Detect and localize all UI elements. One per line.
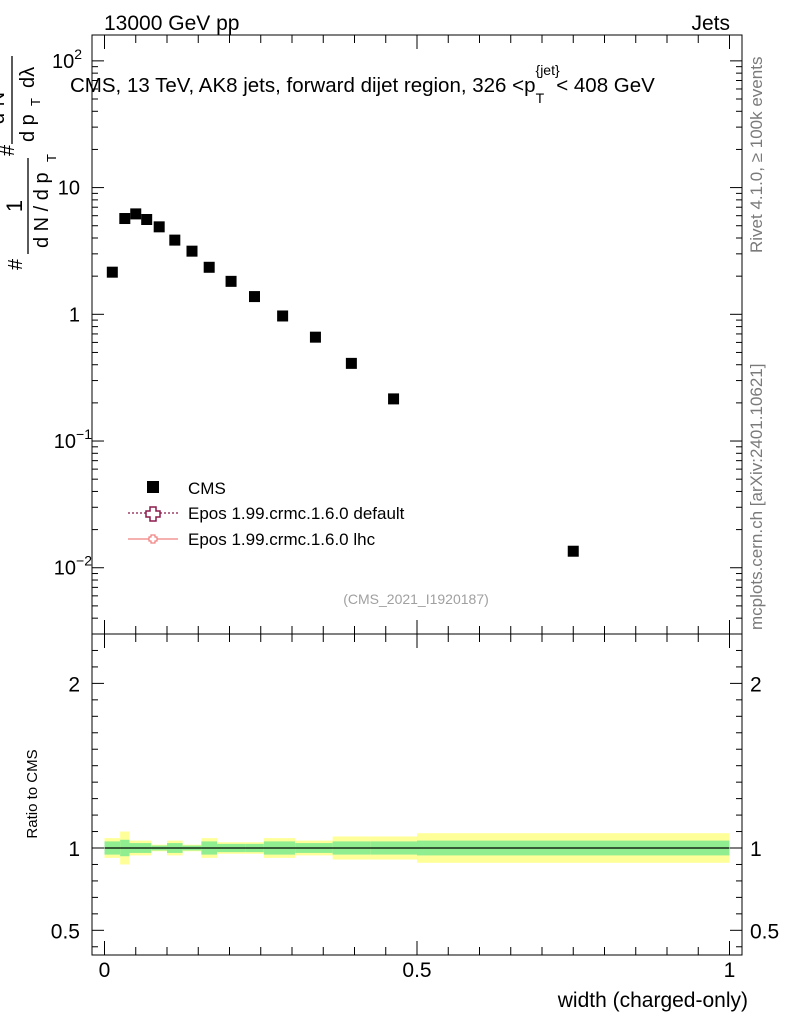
legend-marker-epos-lhc (128, 534, 178, 544)
cms-data-point (106, 266, 118, 278)
cms-data-point (153, 221, 165, 233)
header-right: Jets (691, 12, 730, 35)
legend-label-epos-default: Epos 1.99.crmc.1.6.0 default (188, 504, 405, 523)
cms-data-point (203, 261, 215, 273)
ylabel-hash: # (5, 258, 27, 270)
x-axis-label: width (charged-only) (557, 989, 748, 1012)
cms-data-point (345, 357, 357, 369)
ylabel-den: d N / d p (31, 172, 53, 248)
cms-data-point (169, 234, 181, 246)
ratio-y-label: Ratio to CMS (24, 749, 41, 838)
x-tick-label: 0.5 (402, 959, 431, 982)
rivet-version-label: Rivet 4.1.0, ≥ 100k events (747, 57, 766, 253)
ratio-y-tick-label-left: 2 (68, 673, 80, 696)
ylabel-den-T: T (44, 154, 59, 162)
cms-data-point (249, 291, 260, 303)
ratio-y-tick-label-left: 1 (68, 838, 80, 861)
chart-title-sup: {jet} (536, 62, 560, 78)
chart-title-main: CMS, 13 TeV, AK8 jets, forward dijet reg… (70, 74, 536, 97)
ratio-y-tick-label-right: 1 (750, 838, 762, 861)
ylabel-dlambda: dλ (17, 67, 39, 88)
cms-data-point (309, 331, 321, 343)
legend-marker-epos-default (128, 506, 178, 522)
data-points (106, 208, 579, 557)
y-axis-label: # 1 d N / d p T # d²N d p T dλ (0, 56, 59, 270)
ratio-plot-frame (91, 633, 743, 956)
cms-data-point (119, 213, 131, 225)
ylabel-one: 1 (2, 200, 27, 212)
cms-data-point (277, 310, 289, 322)
chart-title-sub: T (536, 90, 545, 106)
ratio-axes: 0.5 0.5 1 1 2 2 0 0.5 1 (51, 649, 779, 982)
y-tick-label: 10−1 (54, 426, 92, 453)
ylabel-den2: d p (17, 114, 39, 142)
ylabel-den2-T: T (28, 98, 43, 106)
cms-data-point (567, 545, 579, 557)
cms-data-point (130, 208, 142, 220)
y-tick-label: 10−2 (54, 553, 92, 580)
legend: CMS Epos 1.99.crmc.1.6.0 default Epos 1.… (128, 479, 405, 549)
y-tick-label: 10 (58, 178, 80, 200)
y-tick-label: 1 (69, 304, 80, 326)
legend-label-cms: CMS (188, 479, 226, 498)
y-tick-label: 102 (52, 46, 82, 73)
ratio-y-tick-label-right: 0.5 (750, 920, 779, 943)
chart-title-tail: < 408 GeV (556, 74, 655, 97)
x-tick-label: 0 (99, 959, 111, 982)
cms-data-point (186, 245, 198, 257)
mcplots-label: mcplots.cern.ch [arXiv:2401.10621] (747, 364, 766, 630)
ylabel-num-hash: # (0, 144, 19, 156)
legend-marker-cms (147, 481, 159, 493)
cms-data-point (141, 213, 153, 225)
chart-title: CMS, 13 TeV, AK8 jets, forward dijet reg… (70, 62, 655, 106)
ylabel-num: d²N (0, 92, 9, 124)
cms-data-point (225, 275, 237, 287)
x-tick-label: 1 (724, 959, 736, 982)
ratio-y-tick-label-right: 2 (750, 673, 762, 696)
main-axes: 102 10 1 10−1 10−2 (52, 35, 742, 648)
cms-data-point (388, 393, 400, 405)
ratio-y-tick-label-left: 0.5 (51, 920, 80, 943)
header-left: 13000 GeV pp (104, 12, 239, 35)
analysis-watermark: (CMS_2021_I1920187) (343, 591, 489, 607)
legend-label-epos-lhc: Epos 1.99.crmc.1.6.0 lhc (188, 530, 376, 549)
